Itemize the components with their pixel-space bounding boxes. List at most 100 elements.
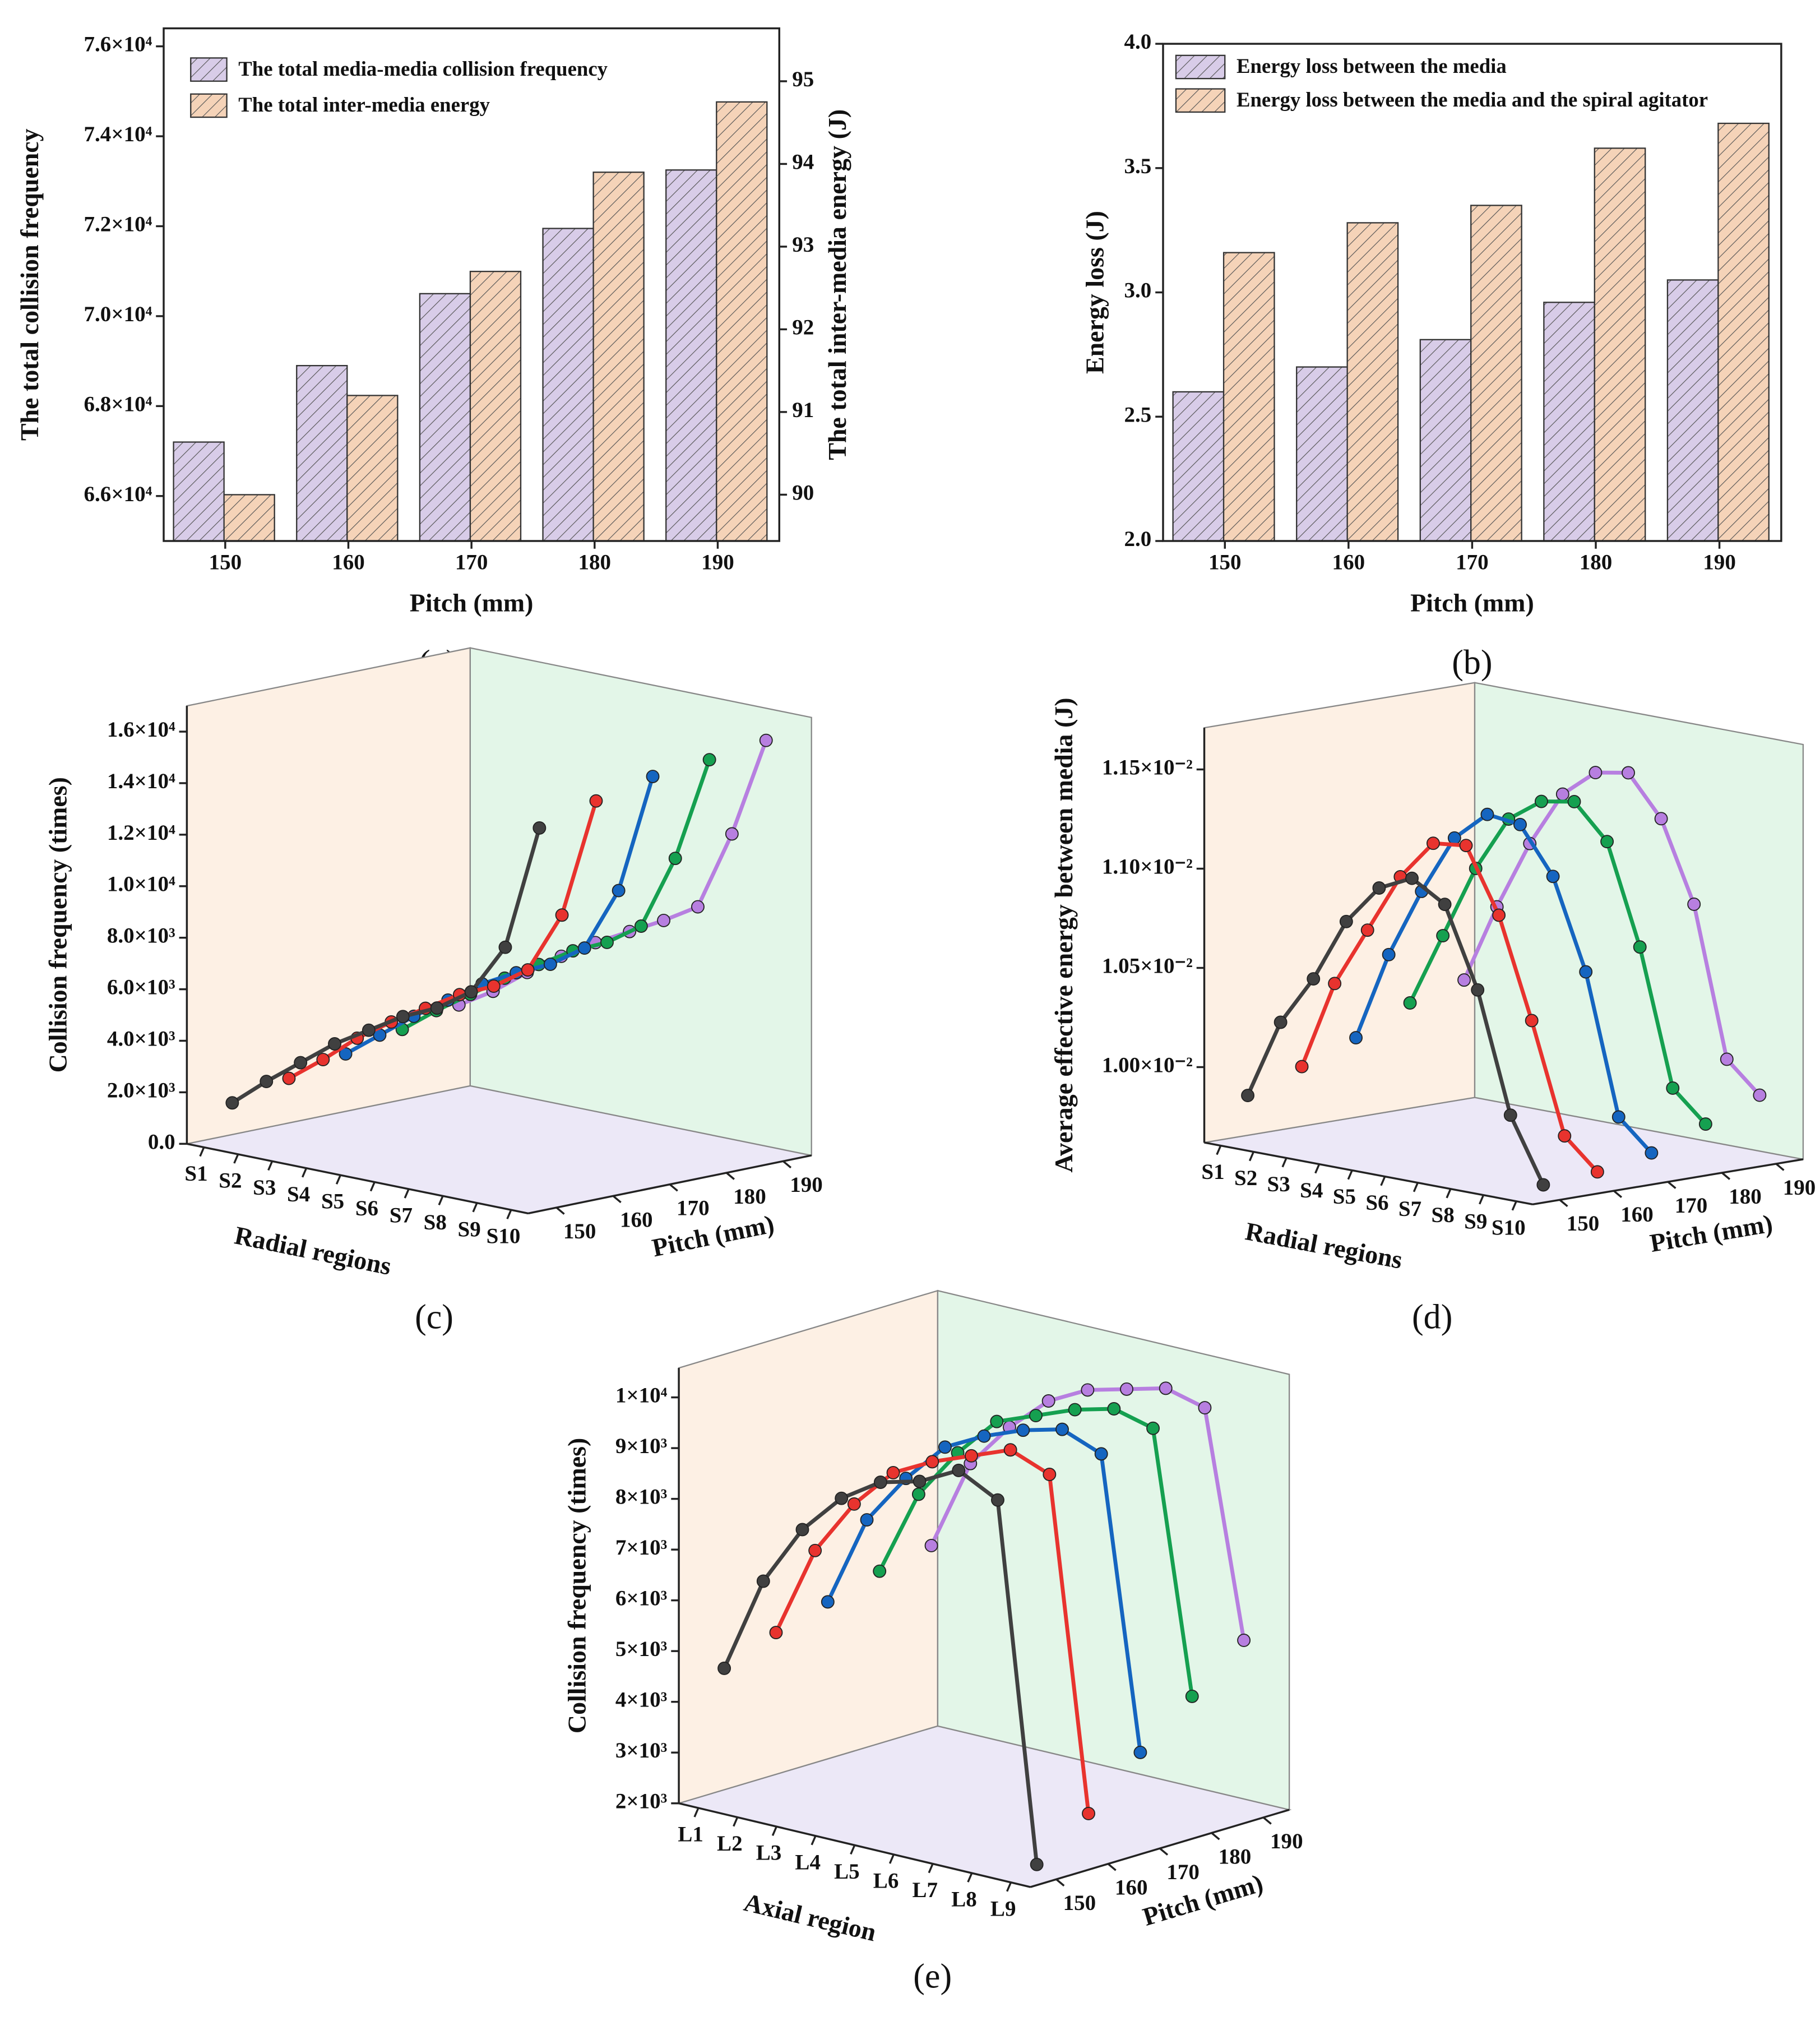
x-tick xyxy=(1413,1182,1419,1192)
x-tick-label: S2 xyxy=(1234,1166,1257,1190)
y-tick-label: 7.6×10⁴ xyxy=(84,33,152,57)
series-point xyxy=(756,1574,770,1588)
depth-tick xyxy=(1667,1181,1677,1189)
x-tick-label: 150 xyxy=(209,550,242,574)
x-tick-label: 170 xyxy=(1456,550,1489,574)
x-tick xyxy=(850,1844,856,1855)
legend-label: The total media-media collision frequenc… xyxy=(238,57,608,80)
series-point xyxy=(1457,973,1471,987)
x-tick xyxy=(1281,1157,1288,1168)
bar xyxy=(1296,366,1348,542)
depth-tick xyxy=(1211,1832,1220,1840)
bar xyxy=(223,494,275,542)
series-point xyxy=(260,1075,274,1089)
series-point xyxy=(498,940,512,954)
bar xyxy=(716,101,768,542)
x-tick xyxy=(693,1807,700,1817)
series-point xyxy=(1041,1394,1055,1408)
series-point xyxy=(396,1010,410,1024)
series-point xyxy=(1382,947,1396,961)
side-wall xyxy=(1203,682,1476,1144)
series-point xyxy=(1295,1060,1309,1074)
series-point xyxy=(1589,766,1603,780)
bar xyxy=(1419,339,1472,542)
bar xyxy=(1172,391,1225,542)
series-point xyxy=(911,1487,925,1501)
z-tick-label: 1×10⁴ xyxy=(615,1384,668,1408)
bar xyxy=(469,271,522,542)
series-point xyxy=(835,1491,849,1505)
series-point xyxy=(991,1493,1004,1507)
x-tick-label: S6 xyxy=(355,1196,378,1220)
series-point xyxy=(1546,870,1560,884)
depth-tick xyxy=(555,1206,565,1215)
series-line xyxy=(1408,799,1707,1126)
x-tick-label: S1 xyxy=(184,1162,207,1186)
series-point xyxy=(543,958,557,971)
y-tick-label: 3.0 xyxy=(1124,279,1151,303)
series-point xyxy=(886,1466,900,1479)
series-point xyxy=(938,1440,952,1454)
series-point xyxy=(1698,1117,1712,1131)
z-tick-label: 3×10³ xyxy=(615,1738,668,1763)
x-tick-label: S3 xyxy=(253,1176,276,1200)
depth-tick-label: 160 xyxy=(620,1208,653,1232)
bar xyxy=(1543,302,1595,542)
x-tick-label: S1 xyxy=(1201,1160,1224,1184)
bar xyxy=(1666,279,1719,542)
series-point xyxy=(1534,794,1548,808)
depth-tick xyxy=(612,1195,622,1204)
series-point xyxy=(1590,1165,1604,1179)
series-point xyxy=(1107,1402,1121,1416)
x-tick xyxy=(302,1168,308,1178)
x-tick xyxy=(1248,1151,1254,1162)
x-tick xyxy=(1446,1188,1452,1199)
series-point xyxy=(1029,1409,1043,1423)
depth-tick xyxy=(1262,1816,1272,1825)
panel-label: (c) xyxy=(415,1298,453,1336)
depth-tick-label: 170 xyxy=(1166,1860,1200,1884)
series-point xyxy=(1579,965,1593,979)
depth-tick xyxy=(1559,1199,1568,1208)
y-tick-label: 7.2×10⁴ xyxy=(84,212,152,236)
depth-tick-label: 150 xyxy=(1063,1891,1096,1915)
y-tick-label: 7.4×10⁴ xyxy=(84,122,152,146)
series-point xyxy=(1687,897,1701,911)
series-point xyxy=(702,753,716,767)
x-axis-title: Pitch (mm) xyxy=(1410,588,1534,617)
z-tick-label: 7×10³ xyxy=(615,1536,668,1560)
series-point xyxy=(1525,1014,1539,1028)
y2-tick-label: 93 xyxy=(792,233,814,257)
x-tick xyxy=(1511,1201,1517,1211)
x-axis-title: Radial regions xyxy=(1243,1217,1405,1274)
series-point xyxy=(1403,996,1417,1010)
series-point xyxy=(847,1497,861,1511)
x-tick-label: 190 xyxy=(701,550,734,574)
series-point xyxy=(1043,1468,1057,1481)
x-tick xyxy=(1216,1145,1222,1155)
side-wall xyxy=(678,1289,939,1805)
depth-tick xyxy=(669,1183,678,1192)
depth-tick xyxy=(725,1172,735,1180)
series-point xyxy=(1654,812,1668,826)
depth-tick xyxy=(1055,1878,1065,1887)
depth-axis-title: Pitch (mm) xyxy=(650,1209,776,1262)
series-point xyxy=(362,1023,376,1037)
series-point xyxy=(657,913,671,927)
x-axis-title: Axial region xyxy=(742,1888,879,1946)
x-tick xyxy=(1380,1176,1386,1186)
x-axis-title: Pitch (mm) xyxy=(410,588,534,617)
x-tick xyxy=(967,1872,973,1883)
series-point xyxy=(1094,1447,1108,1461)
z-tick-label: 6×10³ xyxy=(615,1587,668,1611)
x-tick xyxy=(1314,1163,1321,1174)
series-point xyxy=(964,1449,978,1463)
x-tick-label: 180 xyxy=(578,550,612,574)
series-point xyxy=(1480,807,1494,821)
x-tick-label: S4 xyxy=(1300,1178,1323,1203)
x-tick xyxy=(1479,1195,1485,1205)
x-tick xyxy=(438,1195,444,1206)
series-point xyxy=(1081,1383,1095,1397)
y-tick-label: 7.0×10⁴ xyxy=(84,302,152,326)
